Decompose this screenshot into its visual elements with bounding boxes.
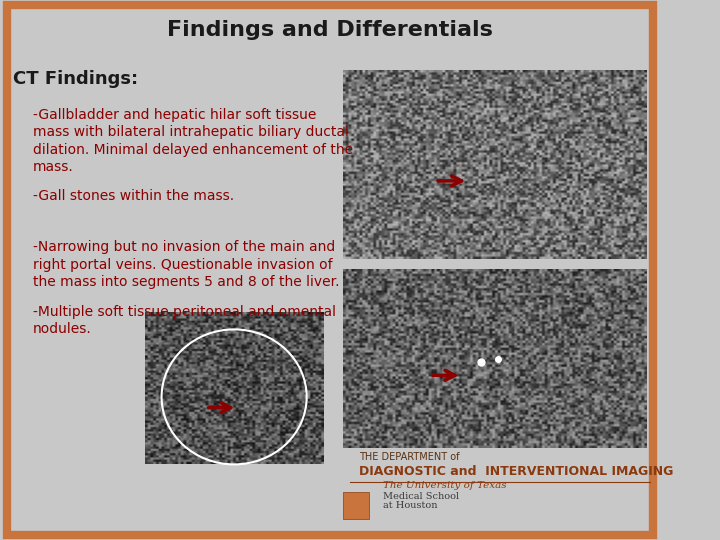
Text: Findings and Differentials: Findings and Differentials — [167, 19, 492, 40]
Text: at Houston: at Houston — [382, 501, 437, 510]
Text: CT Findings:: CT Findings: — [13, 70, 138, 88]
Text: -Narrowing but no invasion of the main and
right portal veins. Questionable inva: -Narrowing but no invasion of the main a… — [33, 240, 339, 289]
Text: DIAGNOSTIC and  INTERVENTIONAL IMAGING: DIAGNOSTIC and INTERVENTIONAL IMAGING — [359, 465, 674, 478]
Text: -Gallbladder and hepatic hilar soft tissue
mass with bilateral intrahepatic bili: -Gallbladder and hepatic hilar soft tiss… — [33, 108, 353, 174]
Text: Medical School: Medical School — [382, 492, 459, 501]
Text: THE DEPARTMENT of: THE DEPARTMENT of — [359, 451, 460, 462]
Bar — [343, 492, 369, 519]
Text: -Gall stones within the mass.: -Gall stones within the mass. — [33, 189, 234, 203]
Text: The University of Texas: The University of Texas — [382, 481, 506, 490]
Text: -Multiple soft tissue peritoneal and omental
nodules.: -Multiple soft tissue peritoneal and ome… — [33, 305, 336, 336]
